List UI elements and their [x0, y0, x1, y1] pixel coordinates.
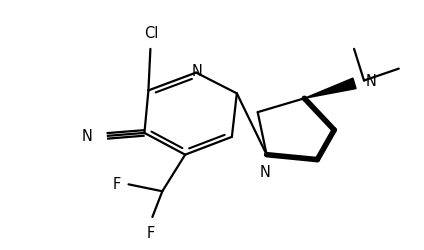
- Text: F: F: [112, 177, 120, 192]
- Polygon shape: [304, 78, 356, 98]
- Text: N: N: [192, 64, 203, 79]
- Text: F: F: [146, 226, 154, 241]
- Text: N: N: [82, 129, 93, 144]
- Text: N: N: [259, 164, 270, 180]
- Text: N: N: [366, 74, 377, 89]
- Text: Cl: Cl: [144, 26, 159, 41]
